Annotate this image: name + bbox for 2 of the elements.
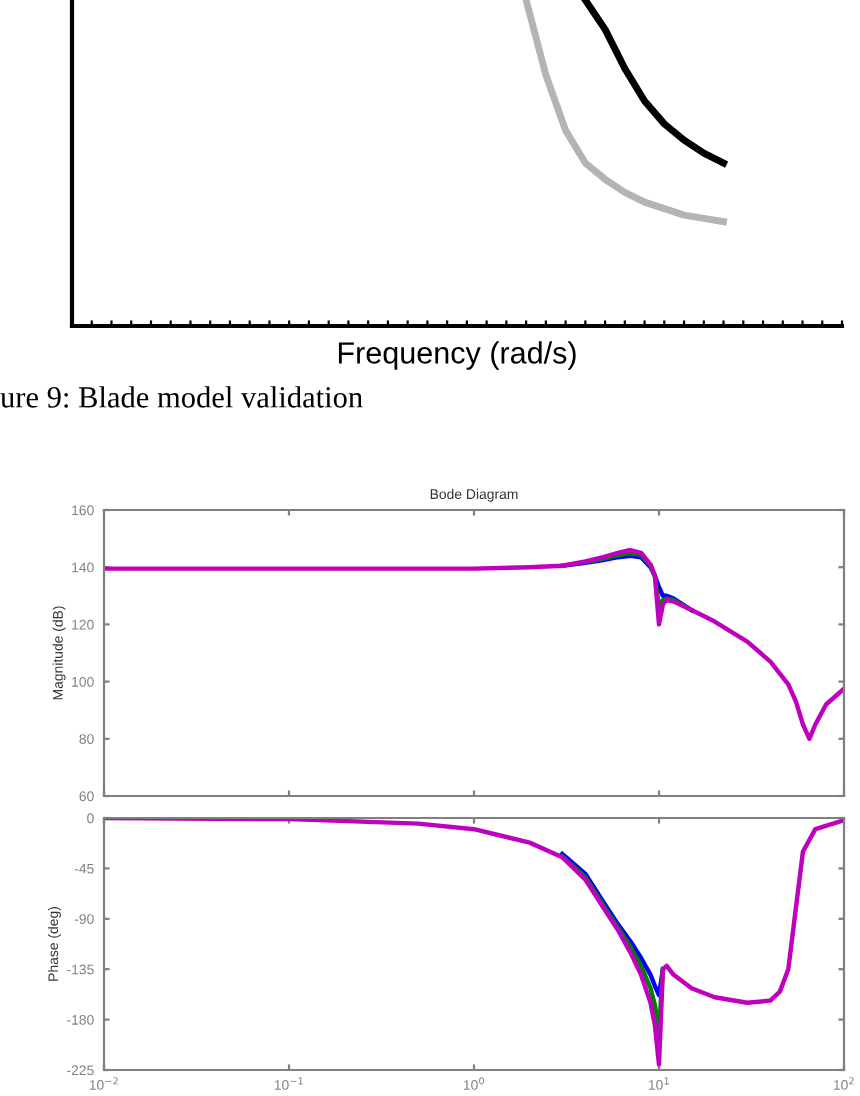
x-axis-title: Frequency (rad/s) [338,341,576,370]
text: ure 9: Blade model validation [0,386,363,408]
